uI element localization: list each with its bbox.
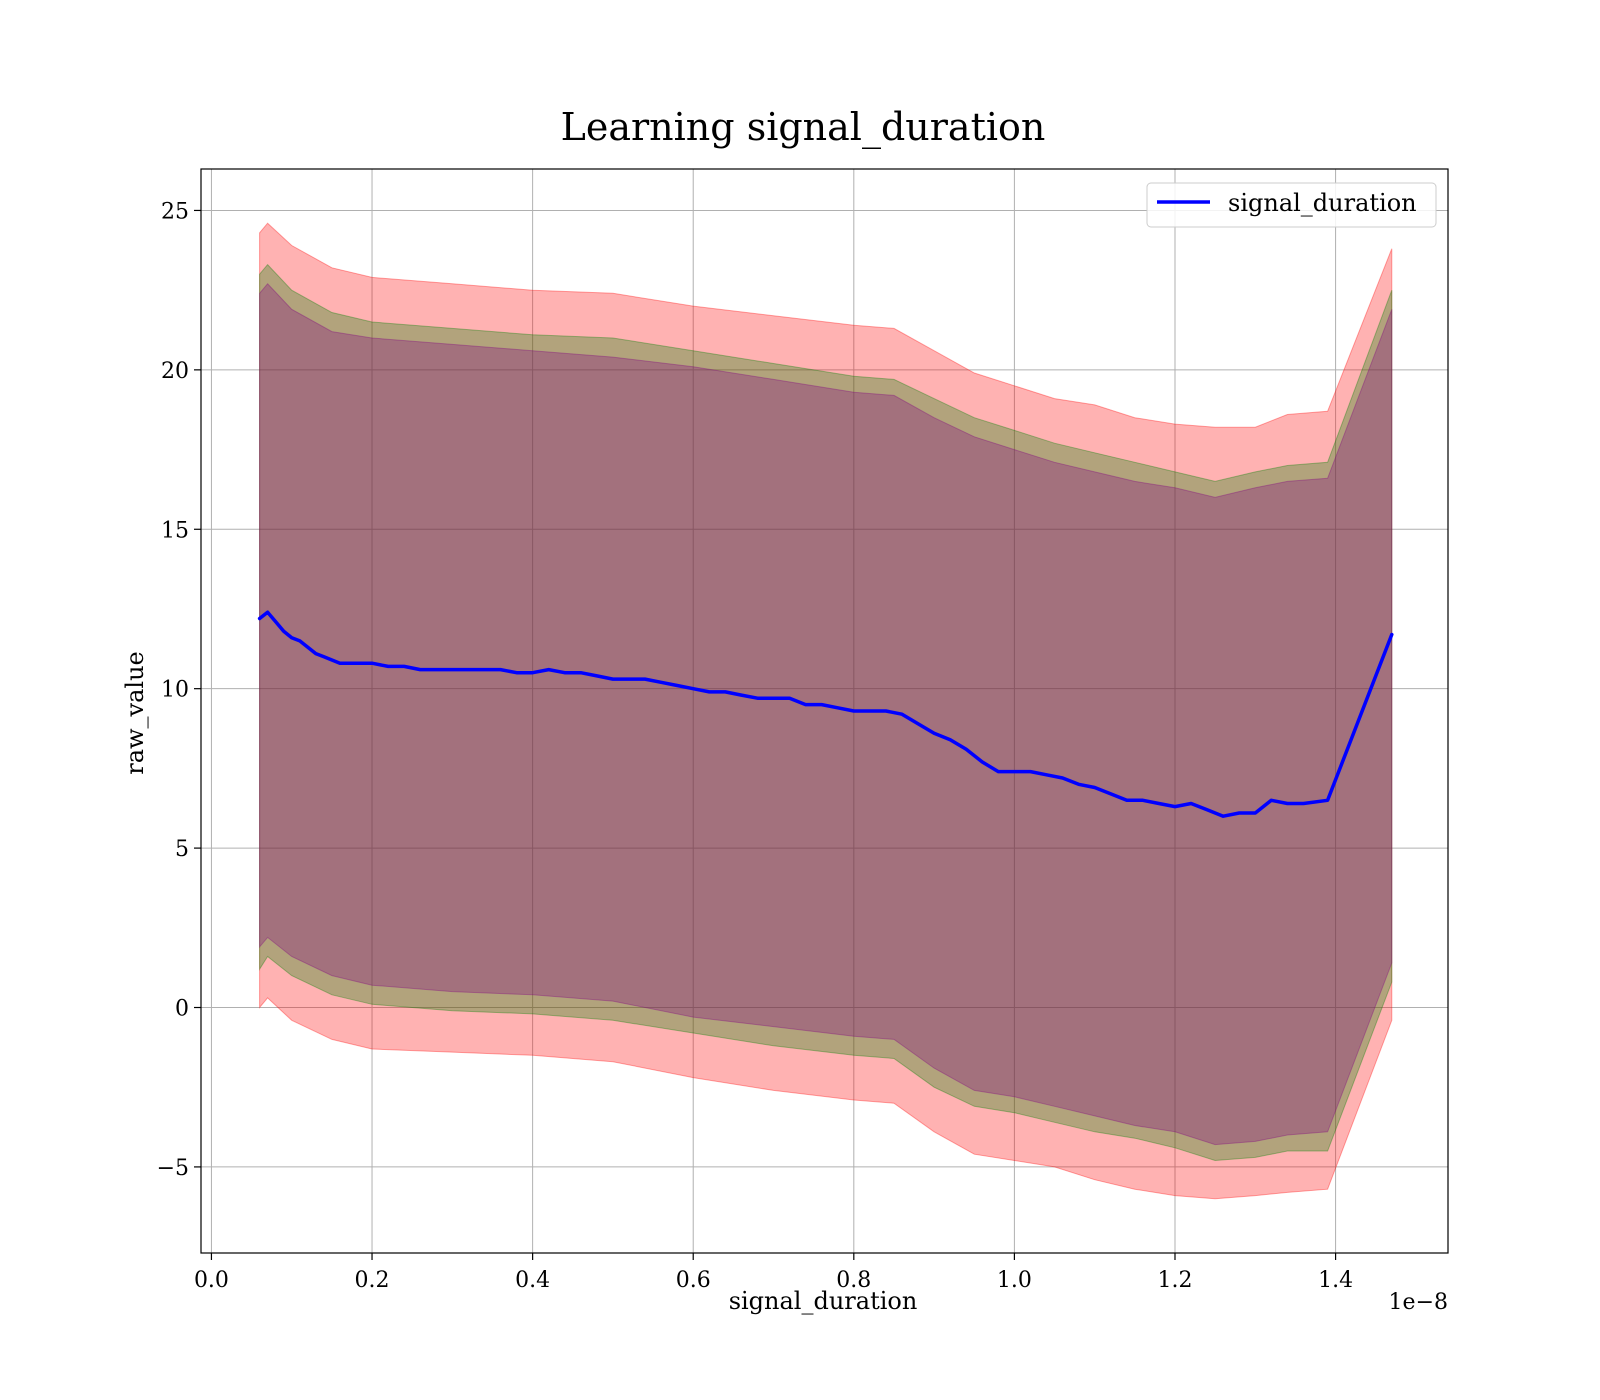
x-tick-label: 1.0 — [997, 1268, 1032, 1293]
x-tick-label: 0.4 — [515, 1268, 550, 1293]
x-tick-label: 0.6 — [676, 1268, 711, 1293]
x-tick-label: 0.0 — [194, 1268, 229, 1293]
series-lines — [257, 610, 1394, 818]
chart-title: Learning signal_duration — [561, 105, 1046, 150]
plot-frame — [200, 168, 1449, 1254]
legend: signal_duration — [1146, 182, 1437, 228]
y-tick-label: 0 — [175, 997, 189, 1022]
legend-label: signal_duration — [1228, 189, 1417, 217]
y-tick-label: −5 — [157, 1156, 189, 1181]
x-axis-offset-label: 1e−8 — [1389, 1290, 1448, 1315]
y-tick-label: 25 — [161, 199, 189, 224]
y-tick-label: 15 — [161, 518, 189, 543]
series-line-signal_duration — [257, 610, 1394, 818]
legend-box — [1146, 182, 1437, 228]
x-tick-label: 0.2 — [355, 1268, 390, 1293]
x-axis-label: signal_duration — [729, 1287, 918, 1315]
x-tick-label: 1.4 — [1318, 1268, 1353, 1293]
y-tick-label: 20 — [161, 359, 189, 384]
y-tick-label: 10 — [161, 678, 189, 703]
x-axis-ticks: 0.0 0.2 0.4 0.6 0.8 1.0 1.2 1.4 — [194, 1253, 1353, 1293]
confidence-bands — [259, 222, 1393, 1200]
confidence-band-3 — [259, 283, 1393, 1146]
y-axis-label: raw_value — [121, 651, 149, 775]
y-axis-ticks: −5 0 5 10 15 20 25 — [157, 199, 201, 1181]
confidence-band-1 — [259, 222, 1393, 1200]
x-tick-label: 1.2 — [1157, 1268, 1192, 1293]
x-tick-label: 0.8 — [836, 1268, 871, 1293]
y-tick-label: 5 — [175, 837, 189, 862]
confidence-band-2 — [259, 263, 1393, 1162]
